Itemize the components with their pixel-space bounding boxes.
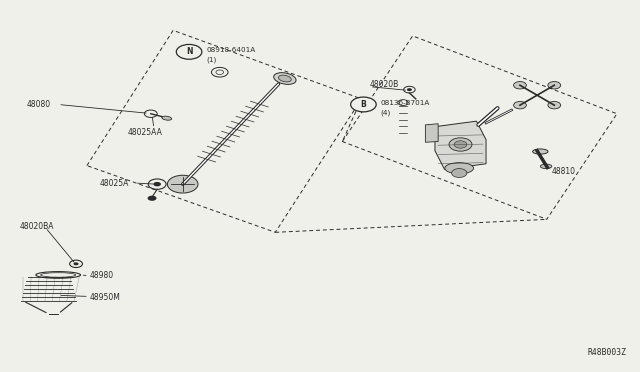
Text: 48080: 48080 — [26, 100, 51, 109]
Text: (4): (4) — [381, 109, 391, 116]
Text: 48020B: 48020B — [370, 80, 399, 89]
Circle shape — [74, 262, 79, 265]
Text: 08136-B701A: 08136-B701A — [381, 100, 430, 106]
Text: 48025AA: 48025AA — [127, 128, 162, 137]
Polygon shape — [435, 121, 486, 169]
Ellipse shape — [445, 163, 474, 174]
Text: 48950M: 48950M — [90, 293, 121, 302]
Circle shape — [168, 175, 198, 193]
Circle shape — [176, 44, 202, 59]
Text: 48025A: 48025A — [100, 179, 129, 187]
Ellipse shape — [532, 149, 548, 154]
Text: N: N — [186, 47, 193, 56]
Circle shape — [548, 102, 561, 109]
Ellipse shape — [274, 73, 296, 84]
Polygon shape — [426, 124, 438, 142]
Ellipse shape — [278, 75, 291, 82]
Circle shape — [154, 182, 161, 186]
Circle shape — [452, 169, 467, 177]
Text: 08918-6401A: 08918-6401A — [206, 47, 255, 53]
FancyArrowPatch shape — [60, 303, 72, 312]
Circle shape — [449, 138, 472, 151]
Text: 48810: 48810 — [551, 167, 575, 176]
Circle shape — [513, 102, 526, 109]
Circle shape — [454, 141, 467, 148]
Ellipse shape — [540, 164, 552, 169]
Circle shape — [513, 81, 526, 89]
Ellipse shape — [162, 116, 172, 120]
Circle shape — [548, 81, 561, 89]
Circle shape — [351, 97, 376, 112]
FancyArrowPatch shape — [26, 302, 46, 312]
Text: 48980: 48980 — [90, 271, 114, 280]
Text: B: B — [360, 100, 366, 109]
Circle shape — [148, 196, 157, 201]
Text: (1): (1) — [206, 57, 216, 63]
Text: R48B003Z: R48B003Z — [588, 348, 627, 357]
Text: 48020BA: 48020BA — [20, 222, 54, 231]
Circle shape — [407, 88, 412, 91]
